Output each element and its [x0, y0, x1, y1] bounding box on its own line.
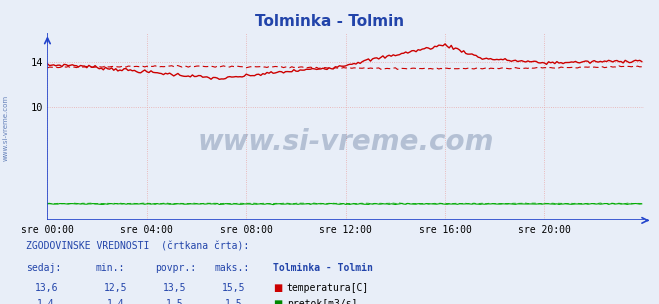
- Text: 15,5: 15,5: [222, 283, 246, 293]
- Text: www.si-vreme.com: www.si-vreme.com: [2, 95, 9, 161]
- Text: ZGODOVINSKE VREDNOSTI  (črtkana črta):: ZGODOVINSKE VREDNOSTI (črtkana črta):: [26, 242, 250, 252]
- Text: sedaj:: sedaj:: [26, 263, 61, 273]
- Text: 1,5: 1,5: [225, 299, 243, 304]
- Text: Tolminka - Tolmin: Tolminka - Tolmin: [255, 14, 404, 29]
- Text: 13,5: 13,5: [163, 283, 186, 293]
- Text: povpr.:: povpr.:: [155, 263, 196, 273]
- Text: min.:: min.:: [96, 263, 125, 273]
- Text: maks.:: maks.:: [214, 263, 249, 273]
- Text: ■: ■: [273, 283, 283, 293]
- Text: temperatura[C]: temperatura[C]: [287, 283, 369, 293]
- Text: 1,4: 1,4: [38, 299, 55, 304]
- Text: 13,6: 13,6: [34, 283, 58, 293]
- Text: 1,4: 1,4: [107, 299, 124, 304]
- Text: pretok[m3/s]: pretok[m3/s]: [287, 299, 357, 304]
- Text: www.si-vreme.com: www.si-vreme.com: [198, 128, 494, 156]
- Text: ■: ■: [273, 299, 283, 304]
- Text: 1,5: 1,5: [166, 299, 183, 304]
- Text: 12,5: 12,5: [103, 283, 127, 293]
- Text: Tolminka - Tolmin: Tolminka - Tolmin: [273, 263, 374, 273]
